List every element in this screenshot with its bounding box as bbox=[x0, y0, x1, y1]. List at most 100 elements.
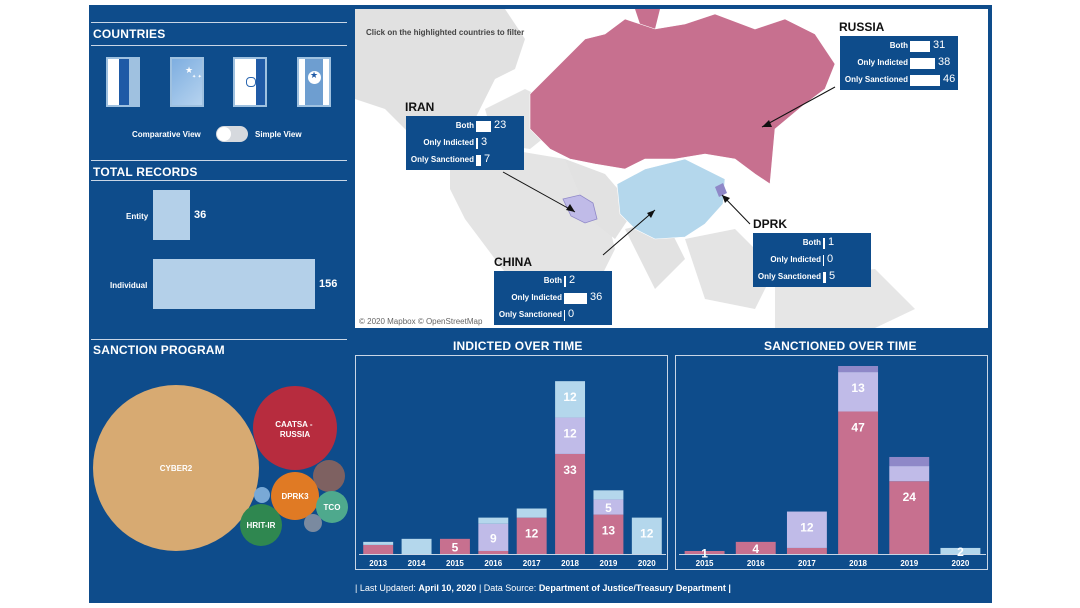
bar-iran-2018[interactable] bbox=[838, 372, 879, 412]
iran-title: IRAN bbox=[405, 100, 435, 114]
bubble-label-cyber2: CYBER2 bbox=[160, 464, 193, 473]
divider bbox=[91, 339, 347, 340]
stat-value: 2 bbox=[569, 274, 576, 286]
divider bbox=[91, 45, 347, 46]
stat-row: Both 23 bbox=[406, 118, 524, 134]
x-tick-label: 2017 bbox=[798, 559, 816, 568]
bar-russia-2017[interactable] bbox=[516, 517, 547, 554]
arrow-russia bbox=[761, 86, 836, 128]
x-tick-label: 2018 bbox=[561, 559, 579, 568]
bar-russia-2019[interactable] bbox=[593, 514, 624, 554]
data-label: 5 bbox=[605, 501, 612, 515]
stat-row: Only Sanctioned 46 bbox=[840, 72, 958, 88]
bar-china-2020[interactable] bbox=[631, 517, 662, 554]
russia-title: RUSSIA bbox=[839, 20, 885, 34]
bar-russia-2018[interactable] bbox=[838, 411, 879, 554]
bar-russia-2017[interactable] bbox=[786, 547, 827, 554]
stat-value: 0 bbox=[827, 253, 834, 265]
bar-dprk-2019[interactable] bbox=[889, 456, 930, 467]
stat-row: Both 1 bbox=[753, 235, 871, 251]
bar-iran-2018[interactable] bbox=[555, 417, 586, 454]
sanctioned-chart-title: SANCTIONED OVER TIME bbox=[764, 339, 917, 353]
data-label: 12 bbox=[800, 521, 814, 535]
map-attribution: © 2020 Mapbox © OpenStreetMap bbox=[359, 317, 483, 326]
bubble-small-2[interactable] bbox=[254, 487, 270, 503]
bubble-hrit-ir[interactable] bbox=[240, 504, 282, 546]
china-flag-icon[interactable]: ★ ✦ ✦ bbox=[170, 57, 204, 107]
bar-china-2014[interactable] bbox=[401, 538, 432, 554]
china-title: CHINA bbox=[494, 255, 532, 269]
bar-russia-2016[interactable] bbox=[478, 550, 509, 554]
landmass-americas bbox=[355, 9, 525, 149]
map-svg bbox=[355, 9, 915, 328]
stat-bar bbox=[823, 238, 825, 249]
region-russia[interactable] bbox=[529, 13, 836, 185]
bar-china-2018[interactable] bbox=[555, 381, 586, 418]
bar-iran-2019[interactable] bbox=[593, 499, 624, 515]
bar-china-2020[interactable] bbox=[940, 547, 981, 554]
stat-value: 7 bbox=[484, 153, 491, 165]
bar-iran-2017[interactable] bbox=[786, 511, 827, 548]
stat-value: 0 bbox=[568, 308, 575, 320]
bar-china-2019[interactable] bbox=[593, 490, 624, 500]
stat-value: 1 bbox=[828, 236, 835, 248]
bar-russia-2015[interactable] bbox=[684, 550, 725, 554]
bar-russia-2015[interactable] bbox=[439, 538, 470, 554]
bubble-caatsa-russia[interactable] bbox=[253, 386, 337, 470]
toggle-right-label: Simple View bbox=[255, 130, 302, 139]
stat-value: 31 bbox=[933, 39, 946, 51]
arrow-head-dprk bbox=[722, 195, 730, 203]
region-dprk[interactable] bbox=[715, 183, 727, 197]
stat-bar bbox=[823, 255, 824, 266]
bubble-cyber2[interactable] bbox=[93, 385, 259, 551]
data-label: 2 bbox=[957, 545, 964, 559]
bar-russia-2018[interactable] bbox=[555, 453, 586, 554]
russia-flag-icon[interactable] bbox=[106, 57, 140, 107]
bar-russia-2013[interactable] bbox=[363, 544, 394, 554]
bar-china-2013[interactable] bbox=[363, 541, 394, 545]
bubble-small-1[interactable] bbox=[313, 460, 345, 492]
bar-iran-2016[interactable] bbox=[478, 523, 509, 551]
x-tick-label: 2014 bbox=[408, 559, 426, 568]
data-label: 12 bbox=[525, 527, 539, 541]
dprk-flag-icon[interactable]: ★ bbox=[297, 57, 331, 107]
arrow-head-iran bbox=[566, 204, 575, 212]
stat-row: Only Sanctioned 0 bbox=[494, 307, 612, 323]
stat-label: Only Indicted bbox=[511, 293, 562, 302]
bar-china-2016[interactable] bbox=[478, 517, 509, 524]
bubble-tco[interactable] bbox=[316, 491, 348, 523]
arrow-head-china bbox=[647, 210, 655, 218]
stat-label: Both bbox=[543, 276, 562, 285]
entity-value: 36 bbox=[194, 209, 207, 221]
bar-iran-2019[interactable] bbox=[889, 466, 930, 482]
footer-source: Department of Justice/Treasury Departmen… bbox=[538, 583, 731, 593]
stat-bar bbox=[910, 58, 935, 69]
view-toggle[interactable] bbox=[216, 126, 248, 142]
individual-label: Individual bbox=[110, 281, 148, 290]
bubble-label-caatsa-line: RUSSIA bbox=[280, 430, 310, 439]
x-tick-label: 2016 bbox=[747, 559, 765, 568]
countries-title: COUNTRIES bbox=[93, 27, 166, 41]
bar-russia-2016[interactable] bbox=[735, 541, 776, 554]
bubble-chart: CYBER2 CAATSA - RUSSIA DPRK3 TCO HRIT-IR bbox=[93, 385, 348, 551]
bubble-dprk3[interactable] bbox=[271, 472, 319, 520]
bubble-small-3[interactable] bbox=[304, 514, 322, 532]
stat-label: Only Sanctioned bbox=[844, 75, 908, 84]
region-iran[interactable] bbox=[562, 194, 598, 224]
bar-dprk-2018[interactable] bbox=[838, 366, 879, 373]
data-label: 33 bbox=[563, 463, 577, 477]
stat-bar bbox=[476, 155, 481, 166]
stat-label: Only Indicted bbox=[423, 138, 474, 147]
bar-china-2017[interactable] bbox=[516, 508, 547, 518]
world-map[interactable]: Click on the highlighted countries to fi… bbox=[355, 9, 988, 328]
bar-russia-2019[interactable] bbox=[889, 481, 930, 554]
stat-row: Only Sanctioned 7 bbox=[406, 152, 524, 168]
stat-bar bbox=[910, 41, 930, 52]
stat-label: Only Sanctioned bbox=[410, 155, 474, 164]
x-tick-label: 2018 bbox=[849, 559, 867, 568]
iran-flag-icon[interactable] bbox=[233, 57, 267, 107]
indicted-chart: 2013 2014 5 2015 9 2016 12 2017 33 12 12 2018 13 5 201… bbox=[359, 381, 666, 568]
region-china[interactable] bbox=[616, 158, 726, 240]
stat-value: 36 bbox=[590, 291, 603, 303]
